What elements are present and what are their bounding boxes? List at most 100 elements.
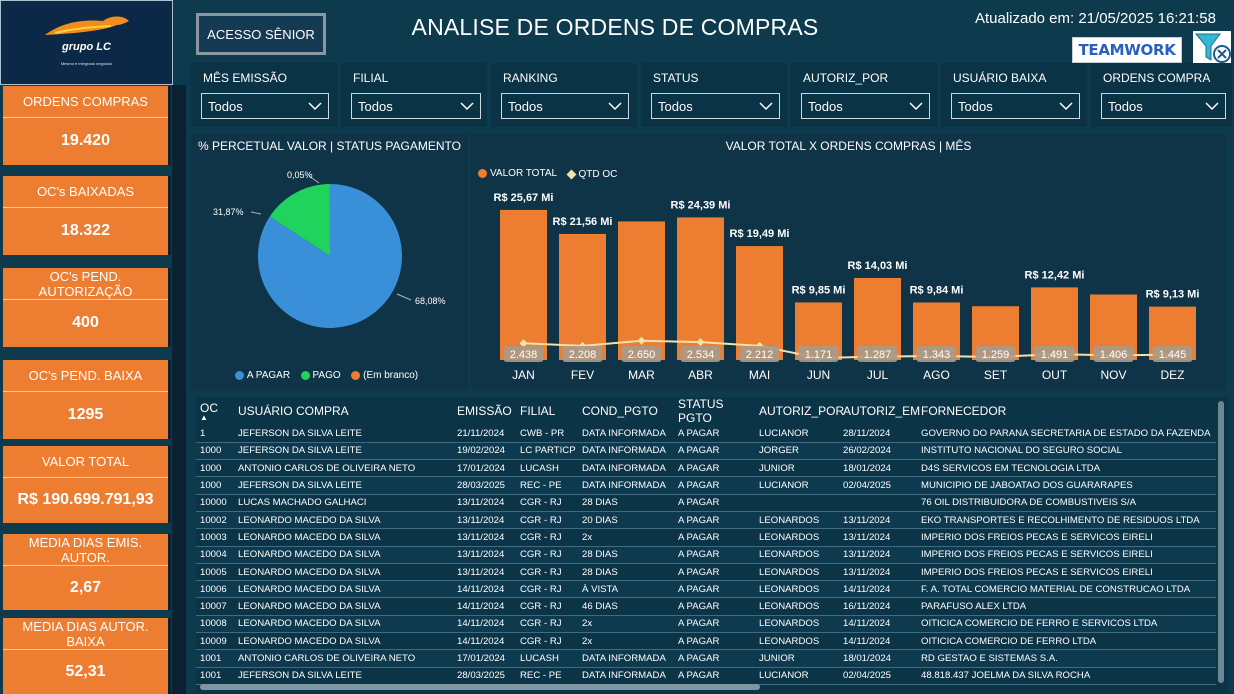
horizontal-scrollbar[interactable]: [200, 684, 760, 690]
table-cell: CGR - RJ: [516, 597, 578, 616]
table-header-row: OC ▲ USUÁRIO COMPRA EMISSÃO FILIAL COND_P…: [196, 397, 1216, 425]
column-header-autoriz-em[interactable]: AUTORIZ_EM: [843, 404, 921, 418]
bar[interactable]: [736, 246, 783, 360]
table-cell: LEONARDO MACEDO DA SILVA: [234, 511, 453, 530]
filial-select[interactable]: Todos: [351, 93, 481, 119]
company-logo: grupo LC Mesmo e integrado negócios: [0, 0, 173, 85]
logo-brand: grupo LC: [62, 41, 111, 53]
table-cell: RD GESTAO E SISTEMAS S.A.: [917, 649, 1216, 668]
column-header-fornecedor[interactable]: FORNECEDOR: [921, 404, 1007, 418]
table-cell: A PAGAR: [674, 649, 755, 668]
table-row[interactable]: 1001 ANTONIO CARLOS DE OLIVEIRA NETO 17/01…: [196, 649, 1216, 668]
autoriz-por-select[interactable]: Todos: [801, 93, 930, 119]
table-cell: CGR - RJ: [516, 511, 578, 530]
mes-emissao-select[interactable]: Todos: [201, 93, 329, 119]
table-cell: LUCIANOR: [755, 667, 839, 685]
table-cell: LEONARDOS: [755, 563, 839, 582]
status-select[interactable]: Todos: [651, 93, 780, 119]
table-cell: 20 DIAS: [578, 511, 674, 530]
table-cell: 14/11/2024: [839, 632, 917, 651]
table-cell: 28/03/2025: [453, 667, 516, 685]
legend-item-qtd-oc[interactable]: QTD OC: [566, 169, 617, 180]
column-header-oc[interactable]: OC ▲: [196, 397, 234, 425]
kpi-label: VALOR TOTAL: [3, 446, 168, 478]
legend-item-em-branco[interactable]: (Em branco): [351, 370, 418, 381]
bar[interactable]: [559, 233, 606, 360]
table-row[interactable]: 10009 LEONARDO MACEDO DA SILVA 14/11/2024 C…: [196, 632, 1216, 651]
header-label: OC: [200, 401, 218, 415]
kpi-label: OC's PEND. AUTORIZAÇÃO: [3, 268, 168, 300]
usuario-baixa-select[interactable]: Todos: [951, 93, 1080, 119]
table-row[interactable]: 10003 LEONARDO MACEDO DA SILVA 13/11/2024 C…: [196, 528, 1216, 547]
bar[interactable]: [500, 209, 547, 360]
table-cell: 18/01/2024: [839, 649, 917, 668]
table-row[interactable]: 1000 JEFERSON DA SILVA LEITE 28/03/2025 REC…: [196, 476, 1216, 495]
vertical-scrollbar[interactable]: [1218, 401, 1224, 683]
x-tick-label: ABR: [688, 368, 713, 382]
table-cell: 10009: [196, 632, 234, 651]
table-cell: 10000: [196, 494, 234, 512]
table-cell: 48.818.437 JOELMA DA SILVA ROCHA: [917, 667, 1216, 685]
table-cell: 02/04/2025: [839, 476, 917, 495]
line-label-box: [857, 346, 898, 362]
kpi-value: 19.420: [61, 132, 110, 149]
column-header-cond-pgto[interactable]: COND_PGTO: [582, 404, 658, 418]
table-row[interactable]: 1000 ANTONIO CARLOS DE OLIVEIRA NETO 17/01…: [196, 459, 1216, 478]
legend-item-valor-total[interactable]: VALOR TOTAL: [478, 168, 557, 179]
acesso-senior-button[interactable]: ACESSO SÊNIOR: [196, 13, 326, 55]
line-marker: [578, 341, 587, 350]
chevron-down-icon: [460, 102, 474, 111]
bar-chart-legend: VALOR TOTAL QTD OC: [478, 165, 623, 183]
filter-clear-icon[interactable]: [1192, 30, 1232, 66]
table-cell: JEFERSON DA SILVA LEITE: [234, 442, 453, 461]
line-data-label: 1.287: [864, 349, 892, 361]
filter-bar: MÊS EMISSÃO Todos FILIAL Todos RANKING T…: [191, 63, 1232, 127]
table-row[interactable]: 10007 LEONARDO MACEDO DA SILVA 14/11/2024 C…: [196, 597, 1216, 616]
table-cell: ANTONIO CARLOS DE OLIVEIRA NETO: [234, 649, 453, 668]
table-row[interactable]: 10008 LEONARDO MACEDO DA SILVA 14/11/2024 C…: [196, 615, 1216, 634]
table-row[interactable]: 10000 LUCAS MACHADO GALHACI 13/11/2024 CGR …: [196, 494, 1216, 512]
legend-item-a-pagar[interactable]: A PAGAR: [234, 370, 290, 381]
table-cell: 28/03/2025: [453, 476, 516, 495]
column-header-usuario-compra[interactable]: USUÁRIO COMPRA: [238, 404, 349, 418]
table-row[interactable]: 1 JEFERSON DA SILVA LEITE 21/11/2024 CWB - …: [196, 425, 1216, 443]
table-cell: 13/11/2024: [839, 511, 917, 530]
pie-slice-pago[interactable]: [269, 184, 330, 256]
table-cell: CGR - RJ: [516, 563, 578, 582]
table-cell: A PAGAR: [674, 563, 755, 582]
table-cell: 1: [196, 425, 234, 443]
pie-slice-a-pagar[interactable]: [257, 184, 402, 328]
ordens-compra-select[interactable]: Todos: [1101, 93, 1226, 119]
bar-data-label: R$ 25,67 Mi: [494, 192, 554, 204]
line-data-label: 2.534: [687, 349, 715, 361]
chevron-down-icon: [1205, 102, 1219, 111]
bar[interactable]: [677, 217, 724, 360]
orders-table: OC ▲ USUÁRIO COMPRA EMISSÃO FILIAL COND_P…: [196, 397, 1216, 685]
table-row[interactable]: 1000 JEFERSON DA SILVA LEITE 19/02/2024 LC …: [196, 442, 1216, 461]
filter-ordens-compra: ORDENS COMPRA Todos: [1091, 63, 1232, 127]
column-header-status-pgto[interactable]: STATUS PGTO: [678, 397, 724, 425]
table-cell: JUNIOR: [755, 459, 839, 478]
table-cell: JORGER: [755, 442, 839, 461]
table-row[interactable]: 10004 LEONARDO MACEDO DA SILVA 13/11/2024 C…: [196, 546, 1216, 564]
table-cell: LEONARDO MACEDO DA SILVA: [234, 632, 453, 651]
legend-item-pago[interactable]: PAGO: [300, 370, 341, 381]
bar-data-label: R$ 9,85 Mi: [792, 284, 846, 296]
column-header-filial[interactable]: FILIAL: [520, 404, 556, 418]
column-header-emissao[interactable]: EMISSÃO: [457, 404, 512, 418]
table-row[interactable]: 1001 JEFERSON DA SILVA LEITE 28/03/2025 REC…: [196, 667, 1216, 685]
table-row[interactable]: 10006 LEONARDO MACEDO DA SILVA 14/11/2024 C…: [196, 580, 1216, 599]
bar-chart-title: VALOR TOTAL X ORDENS COMPRAS | MÊS: [725, 139, 972, 153]
line-data-label: 2.208: [569, 349, 597, 361]
table-cell: 13/11/2024: [839, 546, 917, 564]
ranking-select[interactable]: Todos: [501, 93, 629, 119]
table-cell: LEONARDOS: [755, 580, 839, 599]
table-cell: 10005: [196, 563, 234, 582]
column-header-autoriz-por[interactable]: AUTORIZ_POR: [759, 404, 845, 418]
kpi-label: MEDIA DIAS AUTOR. BAIXA: [3, 618, 168, 650]
bar-data-label: R$ 9,13 Mi: [1146, 289, 1200, 301]
table-row[interactable]: 10005 LEONARDO MACEDO DA SILVA 13/11/2024 C…: [196, 563, 1216, 582]
table-row[interactable]: 10002 LEONARDO MACEDO DA SILVA 13/11/2024 C…: [196, 511, 1216, 530]
table-cell: LEONARDO MACEDO DA SILVA: [234, 580, 453, 599]
table-body: 1 JEFERSON DA SILVA LEITE 21/11/2024 CWB - …: [196, 425, 1216, 685]
